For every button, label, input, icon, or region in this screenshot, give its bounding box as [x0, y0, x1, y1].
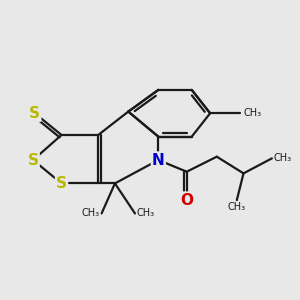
- Text: S: S: [56, 176, 67, 191]
- Text: S: S: [28, 152, 39, 167]
- Text: CH₃: CH₃: [136, 208, 155, 218]
- Text: CH₃: CH₃: [274, 153, 292, 163]
- Text: O: O: [180, 193, 193, 208]
- Text: CH₃: CH₃: [228, 202, 246, 212]
- Text: CH₃: CH₃: [244, 108, 262, 118]
- Text: CH₃: CH₃: [82, 208, 100, 218]
- Text: N: N: [152, 152, 165, 167]
- Text: S: S: [29, 106, 40, 121]
